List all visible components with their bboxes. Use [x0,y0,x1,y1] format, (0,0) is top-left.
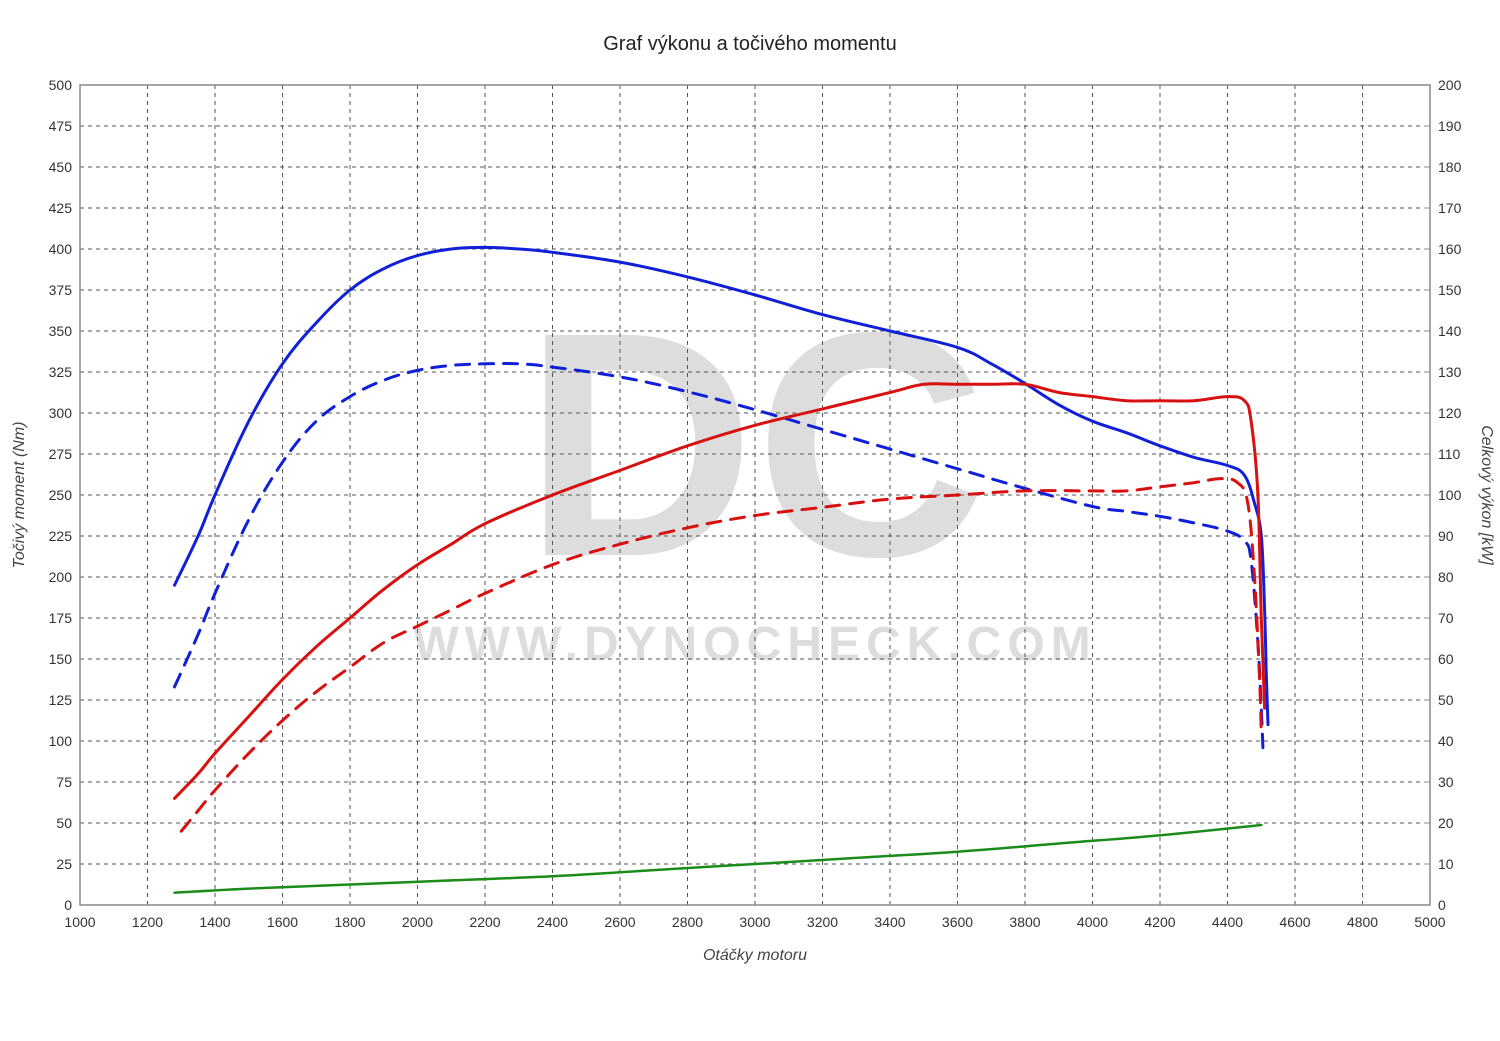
y-right-tick-label: 170 [1438,200,1462,216]
x-tick-label: 2000 [402,914,433,930]
y-right-tick-label: 180 [1438,159,1462,175]
y-right-tick-label: 40 [1438,733,1454,749]
x-tick-label: 4000 [1077,914,1108,930]
y-left-tick-label: 0 [64,897,72,913]
y-right-tick-label: 20 [1438,815,1454,831]
y-left-axis-label: Točivý moment (Nm) [11,422,28,569]
x-tick-label: 3200 [807,914,838,930]
x-tick-label: 2800 [672,914,703,930]
y-right-tick-label: 130 [1438,364,1462,380]
y-right-tick-label: 70 [1438,610,1454,626]
y-right-tick-label: 110 [1438,446,1461,462]
y-left-tick-label: 150 [49,651,73,667]
y-right-tick-label: 60 [1438,651,1454,667]
y-left-tick-label: 300 [49,405,73,421]
y-left-tick-label: 350 [49,323,73,339]
dyno-chart: DCWWW.DYNOCHECK.COM100012001400160018002… [0,0,1500,1041]
x-tick-label: 2600 [604,914,635,930]
y-left-tick-label: 450 [49,159,73,175]
x-tick-label: 4800 [1347,914,1378,930]
y-right-tick-label: 160 [1438,241,1462,257]
chart-svg: DCWWW.DYNOCHECK.COM100012001400160018002… [0,0,1500,1041]
x-tick-label: 2400 [537,914,568,930]
x-tick-label: 1200 [132,914,163,930]
y-left-tick-label: 75 [56,774,72,790]
y-right-tick-label: 140 [1438,323,1462,339]
y-left-tick-label: 25 [56,856,72,872]
y-right-tick-label: 150 [1438,282,1462,298]
x-tick-label: 3000 [739,914,770,930]
x-tick-label: 4600 [1279,914,1310,930]
x-tick-label: 1400 [199,914,230,930]
y-right-tick-label: 190 [1438,118,1462,134]
y-left-tick-label: 225 [49,528,73,544]
y-left-tick-label: 400 [49,241,73,257]
x-tick-label: 4400 [1212,914,1243,930]
x-tick-label: 4200 [1144,914,1175,930]
y-left-tick-label: 475 [49,118,73,134]
x-tick-label: 3800 [1009,914,1040,930]
x-tick-label: 5000 [1414,914,1445,930]
x-tick-label: 1800 [334,914,365,930]
y-right-tick-label: 120 [1438,405,1462,421]
chart-title: Graf výkonu a točivého momentu [603,33,896,55]
y-right-tick-label: 10 [1438,856,1454,872]
x-axis-label: Otáčky motoru [703,947,807,964]
y-left-tick-label: 425 [49,200,73,216]
x-tick-label: 3400 [874,914,905,930]
y-left-tick-label: 200 [49,569,73,585]
x-tick-label: 3600 [942,914,973,930]
y-left-tick-label: 250 [49,487,73,503]
x-tick-label: 2200 [469,914,500,930]
y-right-tick-label: 90 [1438,528,1454,544]
y-right-tick-label: 50 [1438,692,1454,708]
y-left-tick-label: 175 [49,610,73,626]
y-right-tick-label: 200 [1438,77,1462,93]
x-tick-label: 1000 [64,914,95,930]
y-left-tick-label: 100 [49,733,73,749]
y-left-tick-label: 50 [56,815,72,831]
y-right-tick-label: 0 [1438,897,1446,913]
y-right-axis-label: Celkový výkon [kW] [1478,425,1495,565]
y-right-tick-label: 80 [1438,569,1454,585]
y-left-tick-label: 375 [49,282,73,298]
y-right-tick-label: 100 [1438,487,1462,503]
y-left-tick-label: 325 [49,364,73,380]
x-tick-label: 1600 [267,914,298,930]
y-left-tick-label: 500 [49,77,73,93]
y-left-tick-label: 275 [49,446,73,462]
y-left-tick-label: 125 [49,692,73,708]
y-right-tick-label: 30 [1438,774,1454,790]
